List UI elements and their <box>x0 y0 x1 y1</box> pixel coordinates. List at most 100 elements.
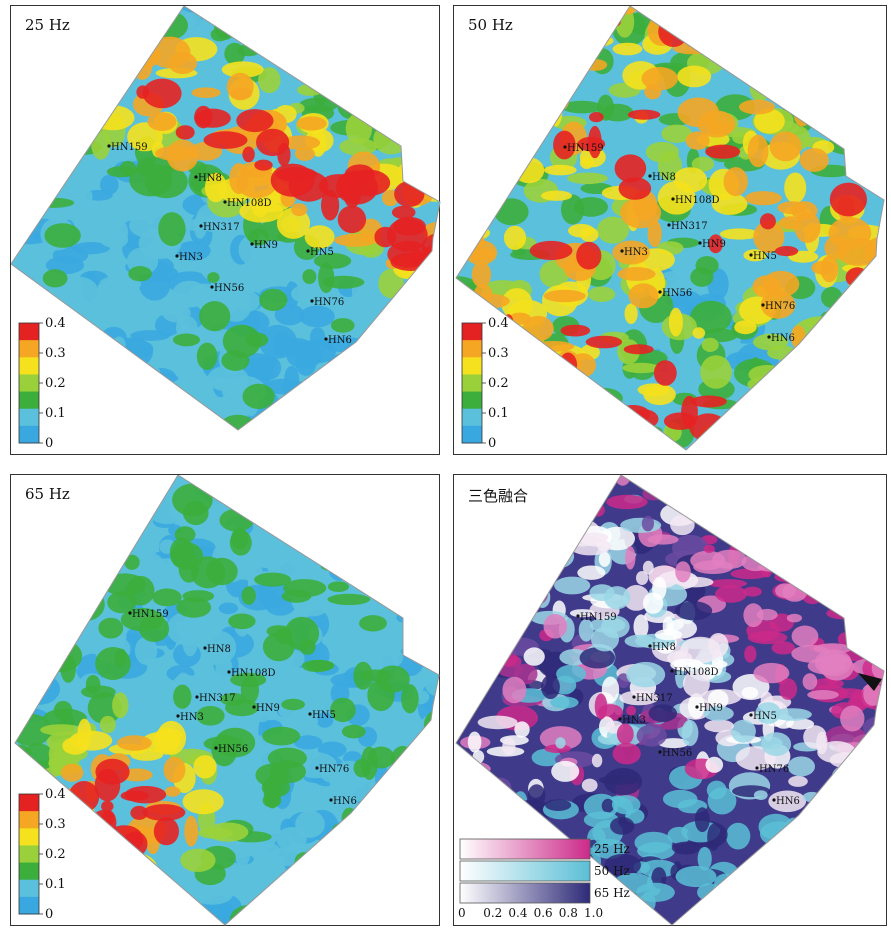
legend-tick: 0.2 <box>483 906 502 920</box>
well-label: HN56 <box>218 744 248 755</box>
legend-label: 25 Hz <box>594 842 630 856</box>
well-label: HN317 <box>199 693 236 704</box>
well-hn317: HN317 <box>667 221 708 232</box>
well-hn56: HN56 <box>658 748 692 759</box>
map-fusion: HN159 HN8 HN108D HN317 HN3 HN9 HN5 HN56 HN76 HN6 2… <box>455 475 885 926</box>
well-hn3: HN3 <box>618 715 646 726</box>
well-label: HN5 <box>753 711 777 722</box>
colorbar-tick: 0.4 <box>488 316 509 331</box>
well-label: HN56 <box>662 288 692 299</box>
colorbar-tick: 0.1 <box>45 877 66 892</box>
colorbar-tick: 0 <box>45 907 53 922</box>
well-hn108d: HN108D <box>227 668 276 679</box>
well-label: HN6 <box>771 333 795 344</box>
colorbar-tick: 0 <box>45 436 53 451</box>
well-label: HN6 <box>333 796 357 807</box>
well-hn159: HN159 <box>128 609 169 620</box>
well-hn9: HN9 <box>698 239 726 250</box>
well-label: HN3 <box>179 252 203 263</box>
map-65hz: HN159 HN8 HN108D HN317 HN3 HN9 HN5 HN56 HN76 HN6 0… <box>14 475 440 926</box>
well-label: HN76 <box>759 764 789 775</box>
colorbar-tick: 0.1 <box>488 406 509 421</box>
legend-tick: 0 <box>458 906 466 920</box>
well-label: HN8 <box>198 173 222 184</box>
well-label: HN76 <box>765 301 795 312</box>
well-label: HN3 <box>624 247 648 258</box>
legend-label: 65 Hz <box>594 886 630 900</box>
colorbar-tick: 0.4 <box>45 316 66 331</box>
legend-label: 50 Hz <box>594 864 630 878</box>
well-hn3: HN3 <box>176 712 204 723</box>
legend-swatch <box>459 882 591 904</box>
well-hn5: HN5 <box>306 247 334 258</box>
well-hn9: HN9 <box>250 240 278 251</box>
well-hn108d: HN108D <box>671 195 720 206</box>
well-label: HN108D <box>231 668 276 679</box>
well-hn5: HN5 <box>749 711 777 722</box>
legend-tick: 1.0 <box>584 906 603 920</box>
well-label: HN8 <box>652 642 676 653</box>
legend-tick: 0.4 <box>508 906 527 920</box>
well-label: HN5 <box>310 247 334 258</box>
well-label: HN9 <box>702 239 726 250</box>
well-hn8: HN8 <box>203 644 231 655</box>
well-label: HN8 <box>652 172 676 183</box>
colorbar-tick: 0.3 <box>45 346 66 361</box>
well-label: HN76 <box>319 764 349 775</box>
well-hn6: HN6 <box>329 796 357 807</box>
colorbar-tick: 0.4 <box>45 787 66 802</box>
well-label: HN76 <box>314 297 344 308</box>
panel-title-fusion: 三色融合 <box>468 487 529 505</box>
well-label: HN6 <box>328 335 352 346</box>
well-label: HN5 <box>312 710 336 721</box>
well-label: HN108D <box>674 667 719 678</box>
well-label: HN159 <box>567 143 604 154</box>
well-hn5: HN5 <box>749 251 777 262</box>
well-hn8: HN8 <box>648 642 676 653</box>
well-hn56: HN56 <box>214 744 248 755</box>
panel-title-25hz: 25 Hz <box>25 16 70 34</box>
colorbar: 0 0.1 0.2 0.3 0.4 <box>18 787 66 922</box>
well-label: HN8 <box>207 644 231 655</box>
colorbar-tick: 0 <box>488 436 496 451</box>
well-label: HN317 <box>636 693 673 704</box>
well-label: HN159 <box>580 612 617 623</box>
map-panel-65hz: HN159 HN8 HN108D HN317 HN3 HN9 HN5 HN56 HN76 HN6 0… <box>10 474 440 926</box>
well-hn8: HN8 <box>648 172 676 183</box>
well-hn76: HN76 <box>315 764 349 775</box>
well-hn6: HN6 <box>772 796 800 807</box>
map-panel-25hz: HN159 HN8 HN108D HN317 HN3 HN9 HN5 HN56 HN76 HN6 0… <box>10 5 441 455</box>
well-hn3: HN3 <box>620 247 648 258</box>
legend-tick: 0.8 <box>559 906 578 920</box>
well-hn6: HN6 <box>767 333 795 344</box>
well-label: HN108D <box>227 198 272 209</box>
colorbar-tick: 0.1 <box>45 406 66 421</box>
legend-swatch <box>459 860 591 882</box>
well-hn159: HN159 <box>576 612 617 623</box>
colorbar-tick: 0.3 <box>488 346 509 361</box>
colorbar: 0 0.1 0.2 0.3 0.4 <box>461 316 509 451</box>
legend-swatch <box>459 838 591 860</box>
well-label: HN108D <box>675 195 720 206</box>
well-hn56: HN56 <box>210 283 244 294</box>
well-hn56: HN56 <box>658 288 692 299</box>
well-label: HN56 <box>214 283 244 294</box>
well-label: HN3 <box>622 715 646 726</box>
well-label: HN3 <box>180 712 204 723</box>
well-label: HN56 <box>662 748 692 759</box>
colorbar-tick: 0.2 <box>45 376 66 391</box>
well-label: HN159 <box>111 142 148 153</box>
well-hn108d: HN108D <box>223 198 272 209</box>
well-hn76: HN76 <box>310 297 344 308</box>
well-hn3: HN3 <box>175 252 203 263</box>
map-panel-50hz: HN159 HN8 HN108D HN317 HN3 HN9 HN5 HN56 HN76 HN6 0… <box>453 5 887 455</box>
well-hn6: HN6 <box>324 335 352 346</box>
well-hn317: HN317 <box>632 693 673 704</box>
well-label: HN317 <box>671 221 708 232</box>
well-label: HN6 <box>776 796 800 807</box>
map-50hz: HN159 HN8 HN108D HN317 HN3 HN9 HN5 HN56 HN76 HN6 0… <box>455 6 885 451</box>
well-hn317: HN317 <box>199 222 240 233</box>
well-hn108d: HN108D <box>670 667 719 678</box>
panel-title-65hz: 65 Hz <box>25 485 70 503</box>
colorbar-tick: 0.2 <box>488 376 509 391</box>
